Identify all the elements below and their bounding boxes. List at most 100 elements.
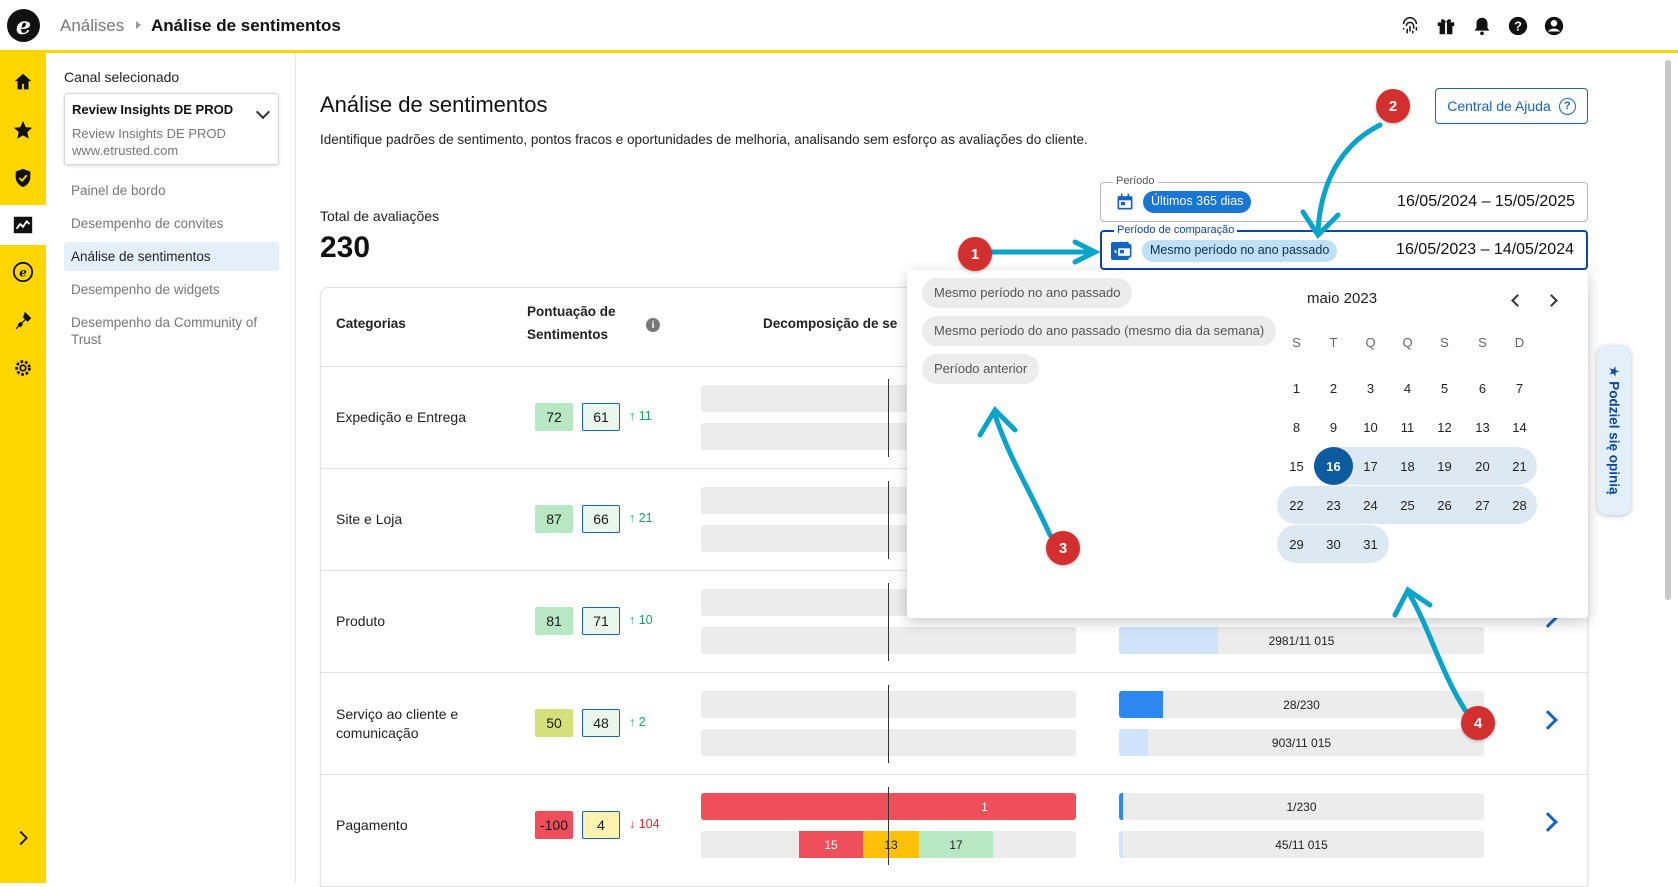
header-score-line1: Pontuação de	[527, 304, 616, 319]
question-icon: ?	[1558, 97, 1576, 115]
calendar-day[interactable]: 22	[1289, 497, 1304, 513]
comparison-chip: Mesmo período no ano passado	[1142, 240, 1338, 262]
calendar-day[interactable]: 19	[1437, 458, 1452, 474]
zero-line	[888, 379, 889, 457]
calendar-day[interactable]: 27	[1475, 497, 1490, 513]
channel-selector[interactable]: Review Insights DE PROD Review Insights …	[64, 93, 279, 165]
star-icon	[13, 120, 33, 139]
nav-community[interactable]: Desempenho da Community of Trust	[71, 315, 258, 347]
calendar-day[interactable]: 9	[1329, 419, 1338, 435]
rail-settings[interactable]	[0, 348, 46, 388]
rail-reviews[interactable]	[0, 110, 46, 150]
calendar-day[interactable]: 13	[1475, 419, 1490, 435]
rail-analytics[interactable]	[0, 205, 46, 245]
calendar-day[interactable]: 18	[1400, 458, 1415, 474]
calendar-day[interactable]: 25	[1400, 497, 1415, 513]
calendar-day[interactable]: 29	[1289, 536, 1304, 552]
trend-down-delta: ↓ 104	[629, 817, 660, 831]
previous-score: 66	[582, 505, 620, 533]
calendar-day[interactable]: 23	[1326, 497, 1341, 513]
nav-invites[interactable]: Desempenho de convites	[71, 216, 224, 231]
trend-up-delta: ↑ 10	[629, 613, 653, 627]
chevron-right-icon[interactable]	[1545, 294, 1558, 307]
calendar-day[interactable]: 2	[1329, 380, 1338, 396]
chevron-right-icon[interactable]	[1538, 812, 1558, 832]
weekday-label: T	[1329, 335, 1338, 350]
calendar-day[interactable]: 28	[1512, 497, 1527, 513]
plug-icon	[15, 311, 32, 330]
neutral-segment: 13	[863, 831, 919, 858]
trend-up-delta: ↑ 2	[629, 715, 646, 729]
feedback-label: ★ Podziel się opinią	[1607, 365, 1623, 495]
negative-segment: 15	[799, 831, 863, 858]
top-icons: ?	[1398, 14, 1566, 38]
calendar-day[interactable]: 8	[1292, 419, 1301, 435]
rail-trust[interactable]	[0, 158, 46, 198]
comparison-field[interactable]: Período de comparação Mesmo período no a…	[1100, 224, 1588, 270]
chevron-left-icon[interactable]	[1511, 294, 1524, 307]
chevron-right-icon	[19, 830, 28, 846]
table-row[interactable]: Pagamento -100 4 ↓ 104 1 1/230 15 13 17 45/11 015	[321, 774, 1589, 874]
rail-home[interactable]	[0, 62, 46, 102]
breadcrumb-parent[interactable]: Análises	[60, 16, 125, 35]
help-center-button[interactable]: Central de Ajuda ?	[1435, 88, 1588, 124]
calendar-day[interactable]: 6	[1478, 380, 1487, 396]
preset-previous-period[interactable]: Período anterior	[922, 354, 1040, 384]
category-name: Pagamento	[336, 817, 408, 833]
rail-etrusted[interactable]: e	[0, 252, 46, 292]
calendar-day[interactable]: 15	[1289, 458, 1304, 474]
nav-widgets[interactable]: Desempenho de widgets	[71, 282, 220, 297]
account-icon[interactable]	[1542, 14, 1566, 38]
rail-integrations[interactable]	[0, 300, 46, 340]
sentiment-bar-previous[interactable]: 15 13 17	[701, 831, 1076, 858]
calendar-day[interactable]: 30	[1326, 536, 1341, 552]
weekday-label: S	[1292, 335, 1301, 350]
zero-line	[888, 685, 889, 763]
comparison-dates: 16/05/2023 – 14/05/2024	[1396, 241, 1574, 258]
header-score-line2: Sentimentos	[527, 327, 609, 342]
calendar-day[interactable]: 20	[1475, 458, 1490, 474]
preset-same-weekday-last-year[interactable]: Mesmo período do ano passado (mesmo dia …	[922, 316, 1277, 346]
etrusted-logo[interactable]: e	[7, 9, 40, 42]
page-scrollbar[interactable]	[1665, 60, 1671, 600]
calendar-day[interactable]: 4	[1403, 380, 1412, 396]
help-icon[interactable]: ?	[1506, 14, 1530, 38]
calendar-day[interactable]: 12	[1437, 419, 1452, 435]
sentiment-score: 72	[535, 403, 573, 431]
period-field[interactable]: Período Últimos 365 dias 16/05/2024 – 15…	[1100, 175, 1588, 222]
calendar-day[interactable]: 14	[1512, 419, 1527, 435]
rail-expand[interactable]	[0, 818, 46, 858]
calendar-day[interactable]: 17	[1363, 458, 1378, 474]
share-fill	[1119, 691, 1163, 718]
calendar-day[interactable]: 11	[1400, 419, 1415, 435]
bell-icon[interactable]	[1470, 14, 1494, 38]
help-center-label: Central de Ajuda	[1447, 98, 1551, 114]
nav-sentiment[interactable]: Análise de sentimentos	[64, 242, 279, 271]
calendar-day[interactable]: 26	[1437, 497, 1452, 513]
trend-up-delta: ↑ 21	[629, 511, 653, 525]
chevron-right-icon[interactable]	[1538, 710, 1558, 730]
gift-icon[interactable]	[1434, 14, 1458, 38]
fingerprint-icon[interactable]	[1398, 14, 1422, 38]
calendar-day[interactable]: 1	[1292, 380, 1301, 396]
info-icon[interactable]: i	[646, 318, 660, 332]
calendar-day[interactable]: 5	[1440, 380, 1449, 396]
share-label: 903/11 015	[1271, 735, 1332, 750]
feedback-tab[interactable]: ★ Podziel się opinią	[1597, 345, 1631, 515]
weekday-label: S	[1478, 335, 1487, 350]
calendar-day[interactable]: 24	[1363, 497, 1378, 513]
calendar-day[interactable]: 21	[1512, 458, 1527, 474]
calendar-day[interactable]: 7	[1515, 380, 1524, 396]
preset-same-period-last-year[interactable]: Mesmo período no ano passado	[922, 278, 1133, 308]
share-label: 1/230	[1286, 799, 1317, 814]
calendar-day[interactable]: 16	[1314, 447, 1353, 485]
calendar-day[interactable]: 31	[1363, 536, 1378, 552]
calendar-month: maio 2023	[1307, 290, 1378, 307]
share-label: 28/230	[1283, 697, 1320, 712]
nav-dashboard[interactable]: Painel de bordo	[71, 183, 166, 198]
share-fill	[1119, 729, 1148, 756]
share-bar-previous: 45/11 015	[1119, 831, 1484, 858]
calendar-day[interactable]: 10	[1363, 419, 1378, 435]
calendar-day[interactable]: 3	[1366, 380, 1375, 396]
